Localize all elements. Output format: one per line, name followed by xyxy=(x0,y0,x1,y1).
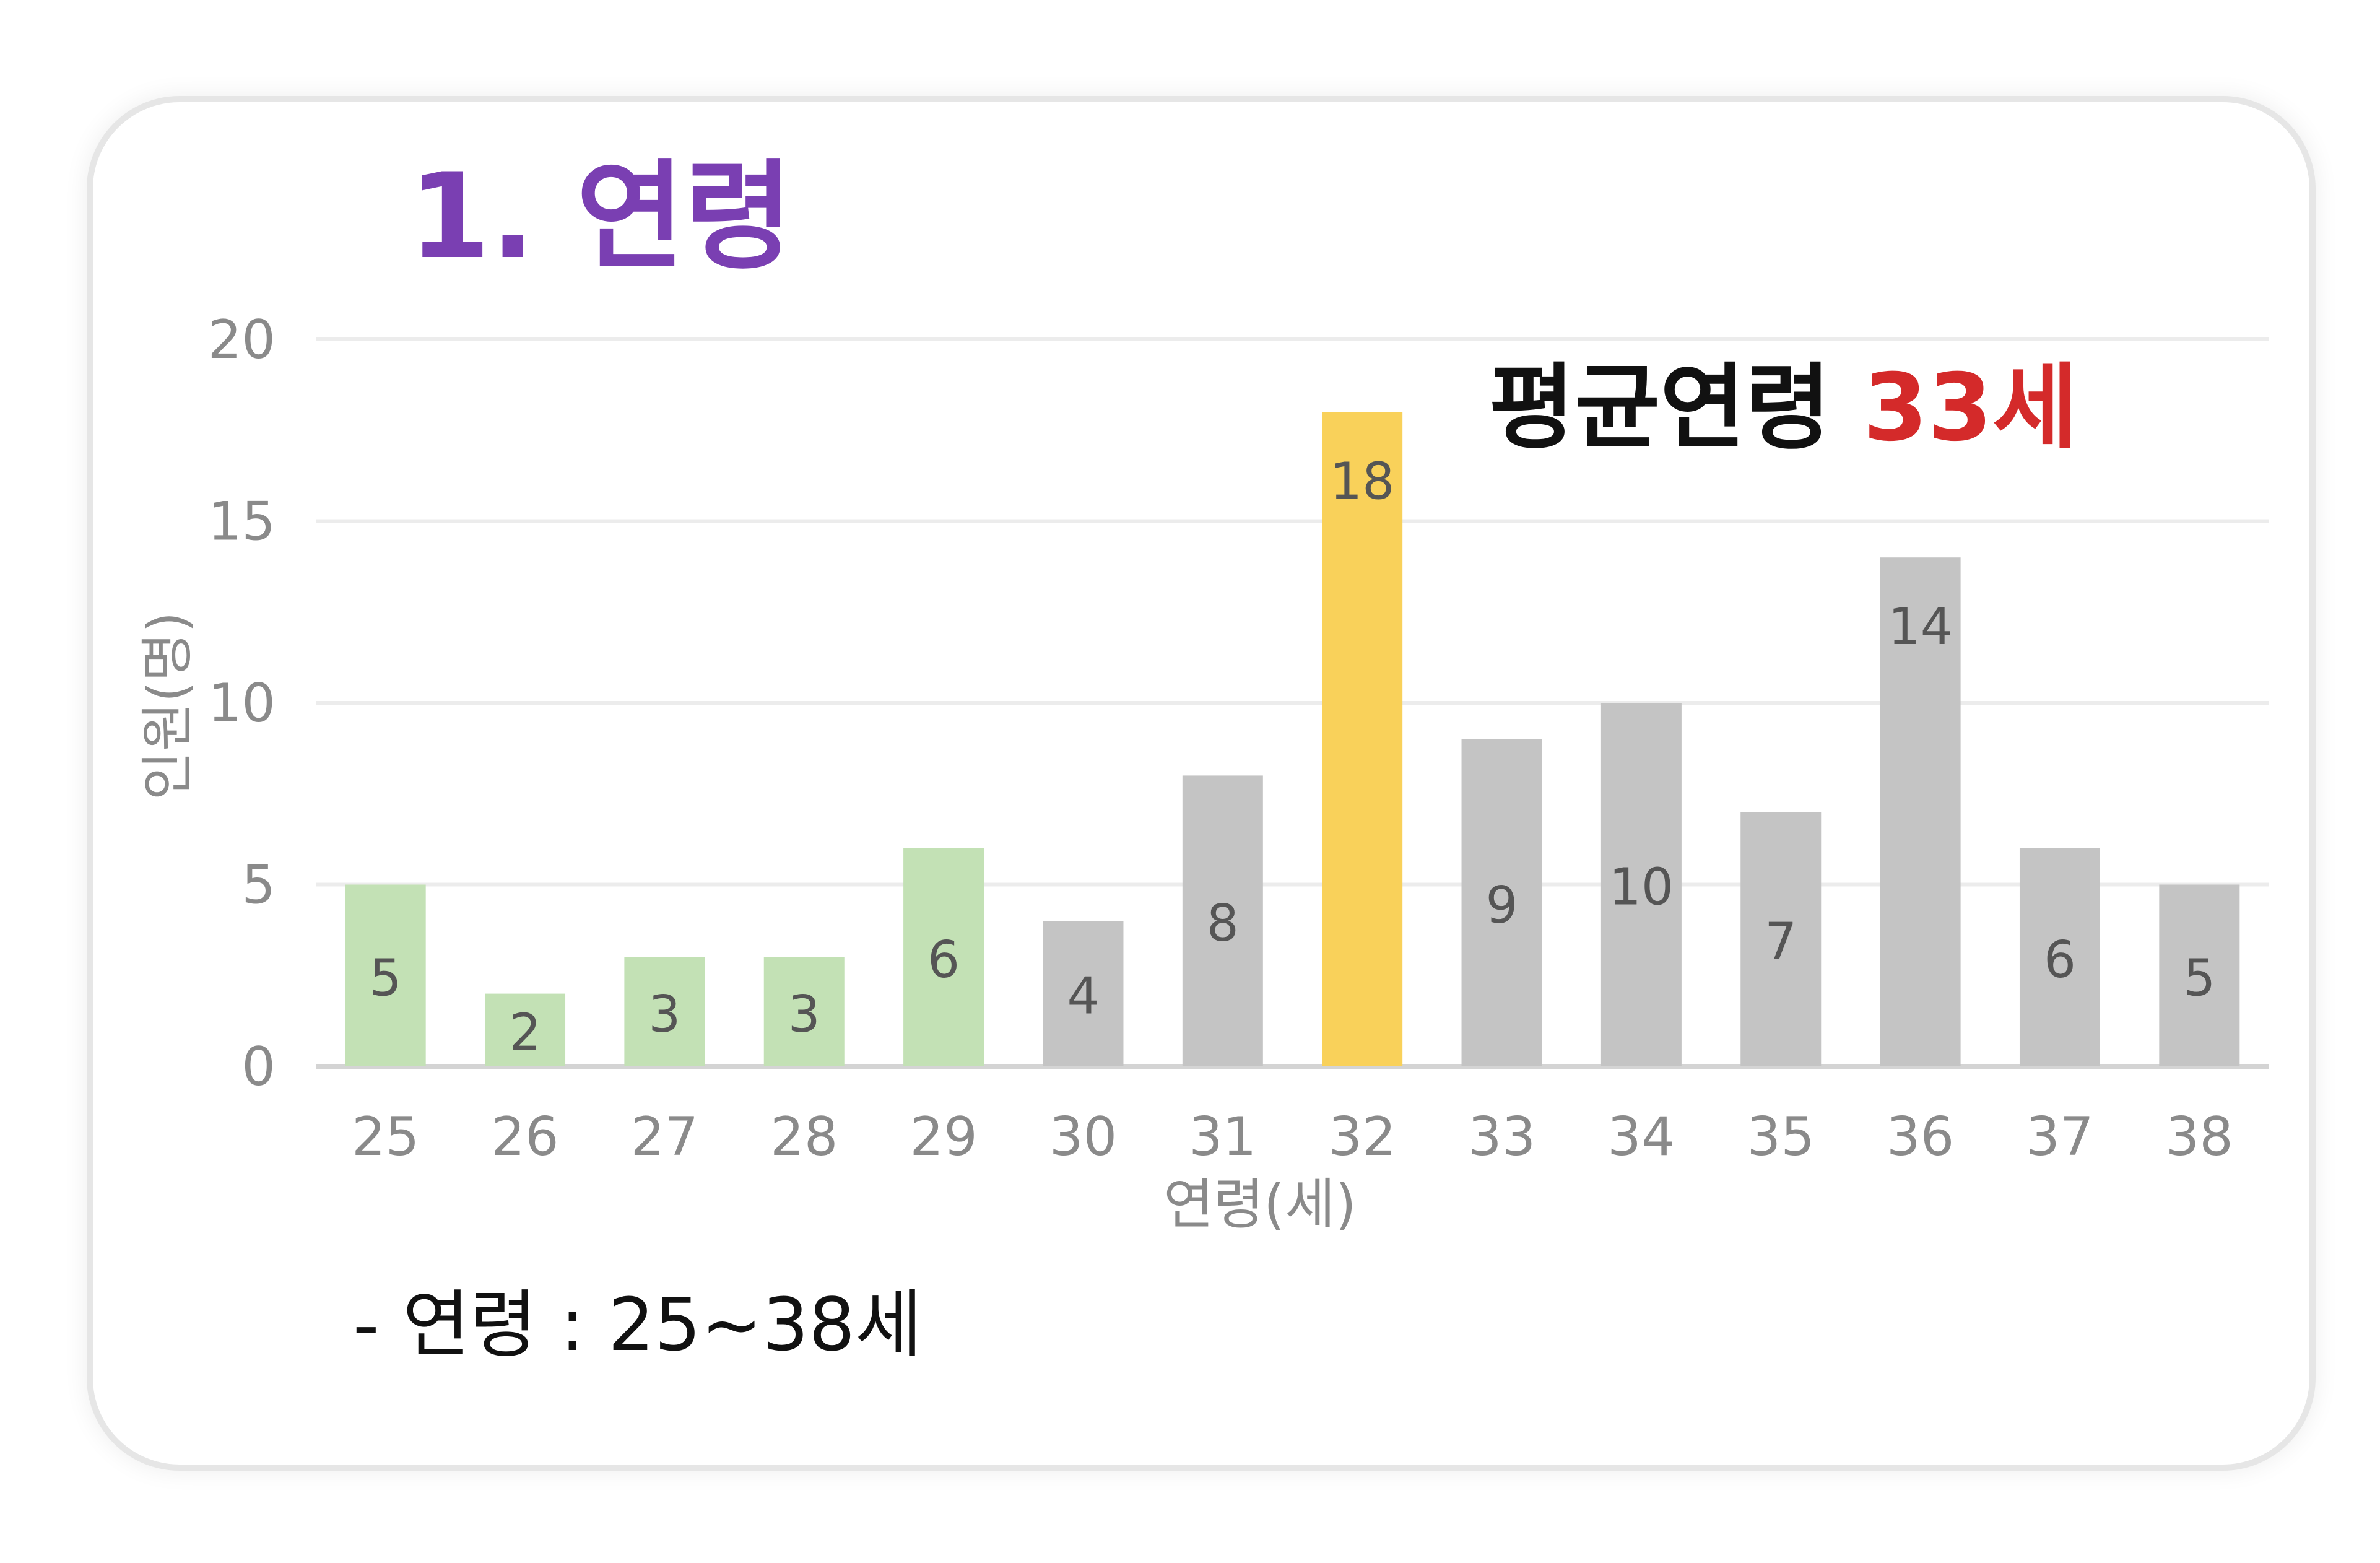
chart-title: 1. 연령 xyxy=(409,148,793,285)
bar-value-label: 9 xyxy=(1485,876,1518,935)
bar xyxy=(2159,884,2240,1066)
bar-value-label: 5 xyxy=(370,949,402,1008)
x-tick-label: 37 xyxy=(2026,1106,2093,1168)
bar-value-label: 5 xyxy=(2183,949,2215,1008)
y-tick-label: 10 xyxy=(208,673,276,734)
bar-value-label: 10 xyxy=(1609,858,1674,917)
bar-value-label: 14 xyxy=(1888,598,1952,656)
x-tick-label: 33 xyxy=(1468,1106,1535,1168)
bar xyxy=(903,848,984,1066)
bar-value-label: 4 xyxy=(1067,967,1099,1026)
bar xyxy=(1600,703,1682,1066)
average-age-label: 평균연령 xyxy=(1489,354,1863,462)
y-tick-label: 20 xyxy=(208,309,276,371)
x-tick-label: 26 xyxy=(491,1106,558,1168)
y-tick-label: 5 xyxy=(241,855,276,916)
bar-value-label: 3 xyxy=(648,985,680,1044)
age-range-note: - 연령 : 25~38세 xyxy=(353,1282,923,1367)
y-axis-label: 인원(명) xyxy=(137,612,199,800)
bar-value-label: 8 xyxy=(1207,894,1239,953)
bar xyxy=(1043,921,1124,1066)
bar xyxy=(1322,412,1403,1066)
bars: 5 2 3 3 6 4 8 18 9 10 7 14 6 5 xyxy=(345,412,2240,1066)
bar-value-label: 6 xyxy=(2044,931,2076,990)
y-tick-label: 15 xyxy=(208,491,276,553)
bar xyxy=(1880,557,1961,1066)
x-tick-label: 38 xyxy=(2166,1106,2233,1168)
average-age-value: 33세 xyxy=(1863,354,2078,462)
bar xyxy=(485,993,566,1066)
bar xyxy=(2019,848,2100,1066)
x-axis: 25 26 27 28 29 30 31 32 33 34 35 36 37 38 xyxy=(352,1106,2233,1168)
bar-value-label: 18 xyxy=(1330,452,1394,511)
x-tick-label: 28 xyxy=(770,1106,838,1168)
x-axis-label: 연령(세) xyxy=(1163,1172,1357,1236)
bar-value-label: 6 xyxy=(927,931,960,990)
y-axis: 0 5 10 15 20 xyxy=(208,309,276,1098)
x-tick-label: 36 xyxy=(1887,1106,1954,1168)
x-tick-label: 29 xyxy=(910,1106,977,1168)
bar xyxy=(1182,775,1263,1066)
x-tick-label: 31 xyxy=(1189,1106,1256,1168)
average-age-annotation: 평균연령 33세 xyxy=(1489,354,2078,462)
bar xyxy=(1740,812,1822,1066)
x-tick-label: 35 xyxy=(1747,1106,1815,1168)
y-tick-label: 0 xyxy=(241,1036,276,1098)
bar xyxy=(624,957,705,1066)
bar xyxy=(345,884,426,1066)
bar-value-label: 2 xyxy=(509,1003,541,1062)
bar-value-label: 3 xyxy=(788,985,820,1044)
x-tick-label: 30 xyxy=(1049,1106,1117,1168)
bar xyxy=(763,957,845,1066)
x-tick-label: 32 xyxy=(1328,1106,1396,1168)
x-tick-label: 25 xyxy=(352,1106,419,1168)
x-tick-label: 27 xyxy=(631,1106,698,1168)
bar-value-label: 7 xyxy=(1765,913,1797,972)
bar xyxy=(1461,739,1542,1066)
x-tick-label: 34 xyxy=(1607,1106,1675,1168)
